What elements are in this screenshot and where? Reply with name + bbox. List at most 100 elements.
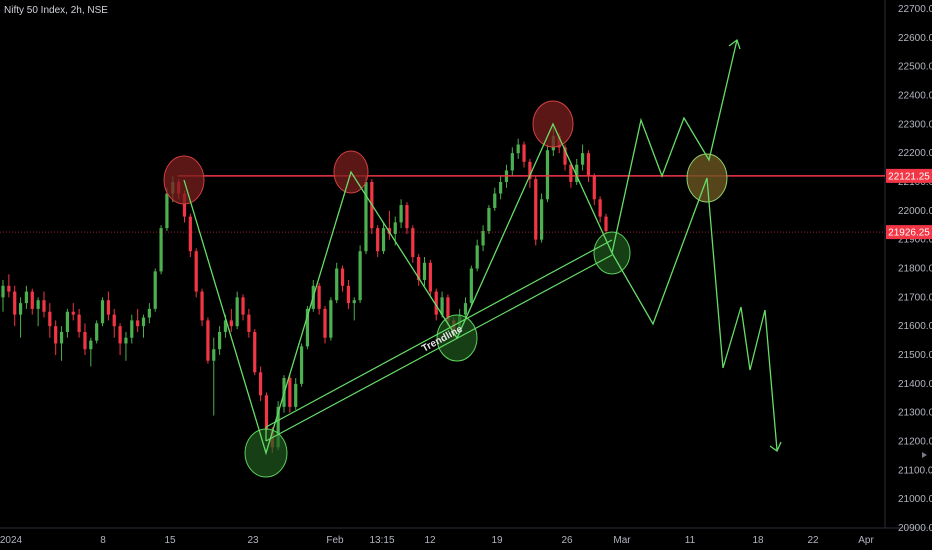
- candle: [77, 308, 81, 338]
- y-tick-label: 22700.00: [898, 4, 932, 15]
- candle: [299, 343, 304, 387]
- candle: [159, 225, 163, 275]
- candle-body: [18, 303, 23, 315]
- candle: [247, 308, 251, 338]
- candle: [417, 254, 421, 286]
- candle: [592, 173, 596, 206]
- candle-body: [42, 300, 46, 312]
- candle-body: [106, 300, 110, 315]
- y-tick-label: 21700.00: [898, 292, 932, 303]
- y-tick-label: 21100.00: [898, 465, 932, 476]
- candle-body: [399, 205, 403, 223]
- candle-body: [258, 372, 263, 396]
- chart-title: Nifty 50 Index, 2h, NSE: [4, 5, 108, 16]
- candle-body: [54, 326, 58, 344]
- candle-body: [65, 311, 70, 332]
- candle-body: [346, 285, 351, 304]
- candle-body: [434, 291, 438, 315]
- candle-body: [340, 268, 345, 286]
- candle-body: [381, 228, 386, 252]
- candle-body: [77, 314, 81, 332]
- candle: [598, 196, 602, 223]
- candle: [188, 213, 192, 257]
- x-tick-label: Feb: [326, 535, 344, 546]
- candle: [317, 282, 321, 315]
- y-tick-label: 21200.00: [898, 437, 932, 448]
- candle-body: [30, 291, 34, 309]
- candle-body: [604, 216, 608, 232]
- candle: [475, 239, 479, 272]
- candle-body: [206, 320, 210, 361]
- candle: [141, 314, 146, 338]
- y-tick-label: 21500.00: [898, 350, 932, 361]
- y-tick-label: 22300.00: [898, 119, 932, 130]
- alternate-projection-path: [611, 177, 778, 451]
- candle: [59, 326, 64, 361]
- candle: [212, 337, 216, 416]
- candle: [510, 147, 514, 177]
- arrow-head-up: [728, 38, 741, 50]
- y-tick-label: 22000.00: [898, 206, 932, 217]
- candle-body: [364, 182, 368, 252]
- candle: [1, 280, 5, 312]
- candle-body: [329, 300, 333, 338]
- price-tag-label: 22121.25: [888, 171, 930, 182]
- candle: [493, 187, 497, 211]
- candle: [604, 213, 608, 234]
- candle: [329, 297, 333, 341]
- candle: [194, 248, 198, 298]
- candle: [580, 144, 585, 171]
- y-tick-label: 20900.00: [898, 523, 932, 534]
- y-tick-label: 21800.00: [898, 264, 932, 275]
- candle-body: [481, 231, 485, 246]
- axis-marker-icon: [922, 452, 927, 458]
- candle-body: [580, 153, 585, 165]
- candle-body: [182, 193, 187, 217]
- candle: [54, 320, 58, 355]
- price-tags: 22121.25 21926.25: [886, 168, 932, 240]
- x-tick-label: 19: [491, 535, 503, 546]
- x-tick-label: Mar: [613, 535, 631, 546]
- x-tick-label: 12: [424, 535, 436, 546]
- candle: [118, 323, 122, 355]
- candle-body: [253, 331, 257, 373]
- candle-body: [130, 320, 134, 338]
- candle-body: [89, 340, 93, 350]
- candle: [241, 294, 245, 321]
- candle-body: [200, 291, 204, 321]
- candle: [323, 305, 327, 344]
- y-tick-label: 22200.00: [898, 148, 932, 159]
- candle-body: [487, 207, 491, 232]
- candle-body: [36, 300, 40, 309]
- time-axis[interactable]: 2024 8 15 23 Feb 13:15 12 19 26 Mar 11 18 22 Apr: [0, 535, 874, 546]
- drawings: Trendline: [163, 38, 782, 478]
- candle-body: [264, 395, 269, 430]
- candle: [528, 158, 532, 188]
- candle: [218, 326, 222, 355]
- candle: [335, 262, 339, 304]
- x-tick-label: 15: [164, 535, 176, 546]
- y-tick-label: 21400.00: [898, 379, 932, 390]
- candle-body: [212, 349, 216, 361]
- candle-body: [586, 153, 591, 177]
- candle-body: [276, 406, 280, 448]
- candle-body: [299, 346, 304, 384]
- candle: [24, 285, 29, 309]
- candle: [13, 285, 17, 327]
- candle-body: [539, 199, 544, 240]
- y-tick-label: 21600.00: [898, 321, 932, 332]
- candle: [83, 323, 87, 355]
- candle-body: [516, 144, 520, 154]
- candle-body: [1, 285, 5, 298]
- candle-body: [499, 182, 503, 194]
- y-tick-label: 21300.00: [898, 408, 932, 419]
- candle-body: [235, 297, 239, 327]
- candle-body: [528, 161, 532, 180]
- candle-body: [598, 199, 602, 217]
- candle: [124, 331, 128, 361]
- candle: [305, 305, 310, 350]
- candle-body: [288, 378, 292, 407]
- candle-body: [534, 179, 538, 240]
